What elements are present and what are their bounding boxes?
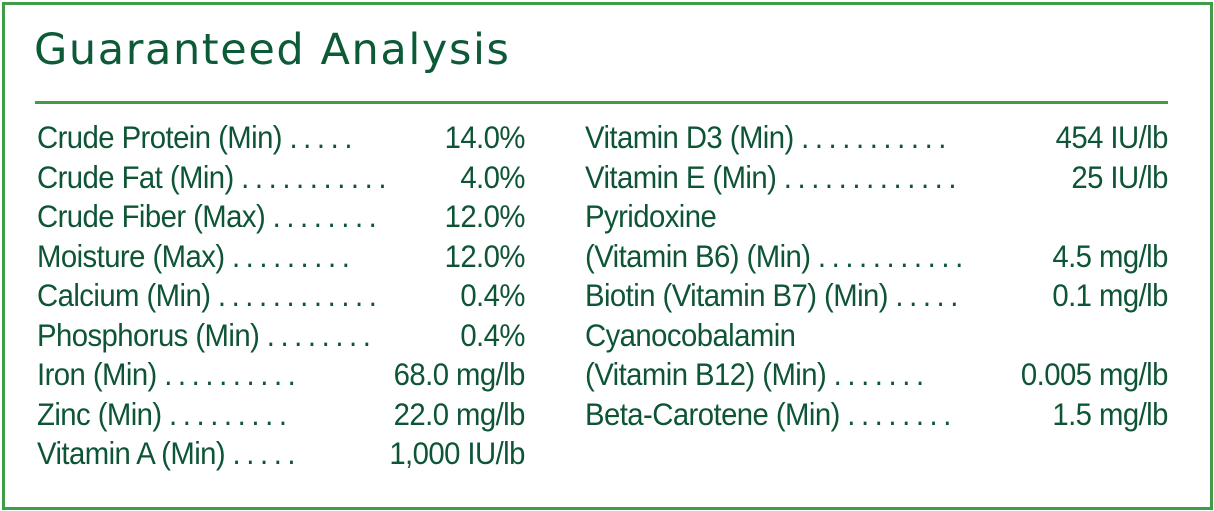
nutrient-label: Moisture (Max) xyxy=(37,237,225,274)
nutrient-label: (Vitamin B6) (Min) xyxy=(585,237,811,274)
left-nutrient-column: Crude Protein (Min) ..... 14.0% Crude Fa… xyxy=(37,118,525,474)
nutrient-row: Crude Fat (Min) ........... 4.0% xyxy=(37,158,525,198)
right-nutrient-column: Vitamin D3 (Min) ........... 454 IU/lb V… xyxy=(585,118,1168,434)
nutrient-value: 4.5 mg/lb xyxy=(1052,237,1168,274)
nutrient-row: Crude Protein (Min) ..... 14.0% xyxy=(37,118,525,158)
nutrient-label: Calcium (Min) xyxy=(37,277,211,313)
leader-dots: ....... xyxy=(833,356,930,392)
nutrient-row: Calcium (Min) ............ 0.4% xyxy=(37,276,525,316)
nutrient-row-heading: Pyridoxine xyxy=(585,197,1168,237)
nutrient-label: Vitamin A (Min) xyxy=(37,435,226,471)
leader-dots: ..... xyxy=(232,435,302,471)
nutrient-row: Iron (Min) .......... 68.0 mg/lb xyxy=(37,355,525,395)
nutrient-value: 68.0 mg/lb xyxy=(393,356,526,392)
nutrient-label: Beta-Carotene (Min) xyxy=(585,395,840,432)
nutrient-row: Beta-Carotene (Min) ........ 1.5 mg/lb xyxy=(585,395,1168,435)
nutrient-label: Phosphorus (Min) xyxy=(37,316,260,353)
nutrient-row: (Vitamin B6) (Min) ........... 4.5 mg/lb xyxy=(585,237,1168,277)
leader-dots: ........ xyxy=(847,395,957,432)
leader-dots: ............ xyxy=(217,277,383,313)
nutrient-value: 0.4% xyxy=(460,277,525,313)
leader-dots: ......... xyxy=(169,395,293,432)
nutrient-label: Crude Fiber (Max) xyxy=(37,198,266,234)
nutrient-value: 14.0% xyxy=(444,119,526,155)
leader-dots: ........ xyxy=(272,198,383,234)
nutrient-row: Vitamin E (Min) ............. 25 IU/lb xyxy=(585,158,1168,198)
nutrient-label: Pyridoxine xyxy=(585,198,717,234)
nutrient-label: Vitamin E (Min) xyxy=(585,158,777,195)
nutrient-row: Crude Fiber (Max) ........ 12.0% xyxy=(37,197,525,237)
nutrient-row: (Vitamin B12) (Min) ....... 0.005 mg/lb xyxy=(585,355,1168,395)
nutrient-row: Vitamin A (Min) ..... 1,000 IU/lb xyxy=(37,434,525,474)
nutrient-value: 0.4% xyxy=(460,316,525,353)
nutrient-row: Zinc (Min) ......... 22.0 mg/lb xyxy=(37,395,525,435)
leader-dots: ..... xyxy=(895,277,965,313)
nutrient-value: 0.005 mg/lb xyxy=(1020,356,1169,392)
leader-dots: ........... xyxy=(801,119,953,155)
leader-dots: ............. xyxy=(783,158,963,195)
nutrient-row: Phosphorus (Min) ........ 0.4% xyxy=(37,316,525,356)
nutrient-label: Iron (Min) xyxy=(37,356,157,392)
leader-dots: ..... xyxy=(289,119,359,155)
nutrient-value: 22.0 mg/lb xyxy=(393,395,526,432)
nutrient-value: 25 IU/lb xyxy=(1071,158,1168,195)
nutrient-label: Biotin (Vitamin B7) (Min) xyxy=(585,277,889,313)
nutrient-label: Crude Protein (Min) xyxy=(37,119,283,155)
nutrient-row: Moisture (Max) ......... 12.0% xyxy=(37,237,525,277)
nutrient-value: 1.5 mg/lb xyxy=(1052,395,1168,432)
nutrient-label: (Vitamin B12) (Min) xyxy=(585,356,827,392)
nutrient-row: Biotin (Vitamin B7) (Min) ..... 0.1 mg/l… xyxy=(585,276,1168,316)
nutrient-value: 12.0% xyxy=(444,237,526,274)
leader-dots: ........... xyxy=(817,237,969,274)
nutrient-label: Cyanocobalamin xyxy=(585,316,796,353)
nutrient-value: 4.0% xyxy=(460,158,525,195)
nutrient-value: 0.1 mg/lb xyxy=(1052,277,1168,313)
nutrient-label: Crude Fat (Min) xyxy=(37,158,234,195)
leader-dots: ......... xyxy=(231,237,356,274)
nutrient-value: 12.0% xyxy=(444,198,526,234)
nutrient-row-heading: Cyanocobalamin xyxy=(585,316,1168,356)
nutrient-row: Vitamin D3 (Min) ........... 454 IU/lb xyxy=(585,118,1168,158)
nutrient-value: 454 IU/lb xyxy=(1055,119,1169,155)
nutrient-label: Vitamin D3 (Min) xyxy=(585,119,794,155)
leader-dots: ........ xyxy=(266,316,377,353)
nutrient-label: Zinc (Min) xyxy=(37,395,162,432)
title-divider xyxy=(35,101,1168,104)
nutrient-value: 1,000 IU/lb xyxy=(389,435,525,471)
leader-dots: .......... xyxy=(164,356,302,392)
leader-dots: ........... xyxy=(241,158,393,195)
page-title: Guaranteed Analysis xyxy=(34,25,511,75)
